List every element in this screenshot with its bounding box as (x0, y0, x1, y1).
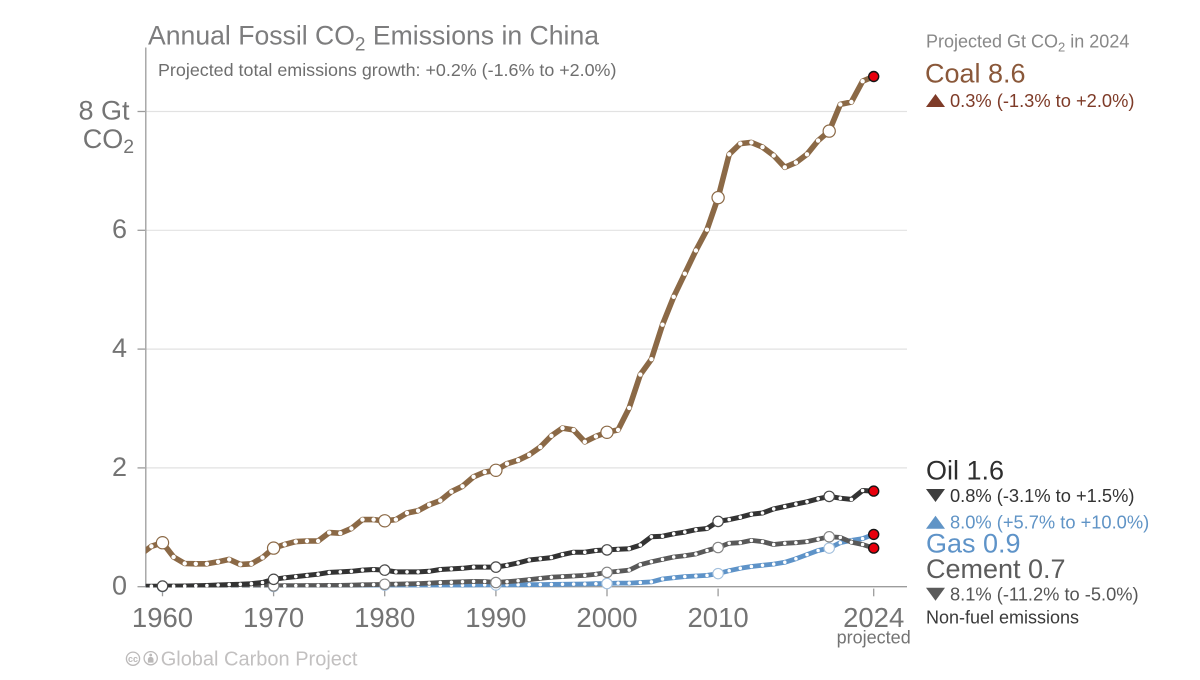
svg-text:2: 2 (112, 452, 127, 482)
svg-text:projected: projected (837, 628, 911, 648)
svg-text:Global Carbon Project: Global Carbon Project (161, 649, 358, 671)
svg-text:Oil 1.6: Oil 1.6 (926, 455, 1004, 485)
svg-text:0.3% (-1.3% to +2.0%): 0.3% (-1.3% to +2.0%) (950, 90, 1134, 111)
svg-text:8.1% (-11.2% to -5.0%): 8.1% (-11.2% to -5.0%) (950, 584, 1139, 605)
svg-text:Annual Fossil CO2 Emissions in: Annual Fossil CO2 Emissions in China (148, 21, 599, 56)
svg-text:1960: 1960 (132, 602, 193, 633)
svg-text:Projected Gt CO2 in 2024: Projected Gt CO2 in 2024 (926, 32, 1129, 55)
svg-text:8 Gt: 8 Gt (79, 95, 131, 125)
svg-text:1990: 1990 (465, 602, 526, 633)
svg-text:cc: cc (128, 654, 138, 664)
svg-text:1980: 1980 (354, 602, 415, 633)
svg-text:Projected total emissions grow: Projected total emissions growth: +0.2% … (158, 60, 616, 80)
svg-text:Cement 0.7: Cement 0.7 (926, 554, 1066, 584)
svg-text:2024: 2024 (843, 602, 904, 633)
svg-text:2000: 2000 (576, 602, 637, 633)
svg-text:2010: 2010 (688, 602, 749, 633)
svg-text:Coal 8.6: Coal 8.6 (925, 58, 1026, 88)
svg-text:Gas 0.9: Gas 0.9 (926, 529, 1021, 559)
svg-text:6: 6 (112, 214, 127, 244)
svg-text:0: 0 (112, 571, 127, 601)
svg-text:8.0% (+5.7% to +10.0%): 8.0% (+5.7% to +10.0%) (950, 512, 1149, 533)
svg-text:1970: 1970 (243, 602, 304, 633)
svg-text:0.8% (-3.1% to +1.5%): 0.8% (-3.1% to +1.5%) (950, 485, 1134, 506)
svg-text:4: 4 (112, 333, 127, 363)
svg-text:Non-fuel emissions: Non-fuel emissions (926, 607, 1079, 627)
